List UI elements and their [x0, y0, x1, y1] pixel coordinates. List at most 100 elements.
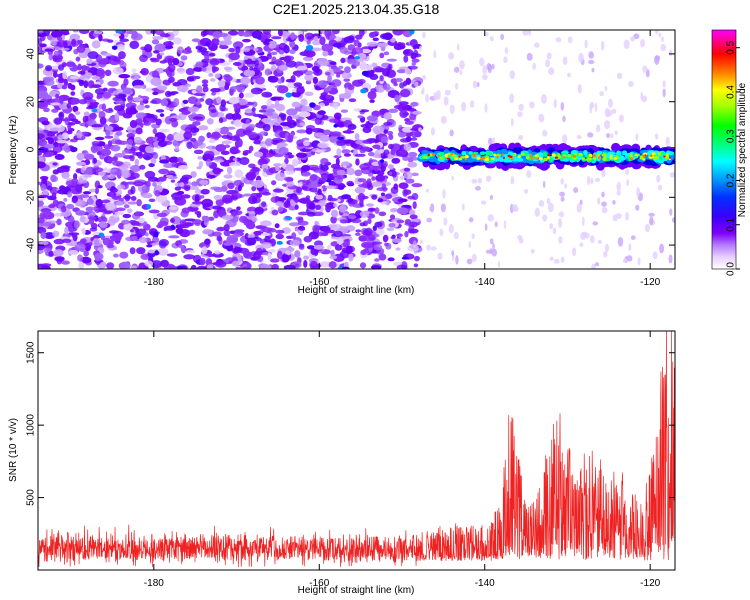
heatmap-cell — [221, 140, 232, 145]
heatmap-cell — [262, 123, 271, 132]
heatmap-cell — [154, 190, 161, 197]
heatmap-cell — [110, 144, 121, 152]
heatmap-cell — [97, 216, 108, 224]
heatmap-cell — [635, 133, 639, 141]
heatmap-cell — [333, 112, 342, 120]
heatmap-cell — [493, 153, 497, 157]
heatmap-cell — [558, 218, 563, 228]
heatmap-cell — [69, 75, 81, 80]
heatmap-cell — [146, 204, 152, 210]
heatmap-cell — [461, 101, 467, 112]
heatmap-cell — [597, 239, 602, 245]
heatmap-cell — [318, 231, 324, 237]
heatmap-cell — [668, 254, 673, 264]
heatmap-cell — [336, 175, 346, 180]
heatmap-cell — [227, 182, 235, 190]
heatmap-cell — [342, 92, 352, 99]
heatmap-cell — [115, 207, 126, 212]
heatmap-cell — [656, 175, 661, 183]
heatmap-cell — [459, 70, 463, 76]
heatmap-cell — [448, 224, 454, 234]
heatmap-cell — [663, 155, 666, 158]
heatmap-cell — [520, 152, 526, 156]
heatmap-cell — [311, 47, 322, 52]
heatmap-cell — [185, 68, 195, 76]
heatmap-cell — [383, 112, 392, 120]
heatmap-cell — [380, 192, 386, 197]
heatmap-cell — [479, 57, 485, 67]
heatmap-cell — [589, 235, 595, 244]
heatmap-cell — [405, 77, 412, 86]
heatmap-cell — [591, 67, 595, 73]
heatmap-cell — [547, 202, 554, 213]
heatmap-cell — [288, 222, 301, 227]
heatmap-cell — [159, 113, 165, 118]
heatmap-cell — [270, 96, 282, 102]
heatmap-cell — [491, 248, 498, 257]
heatmap-cell — [134, 212, 144, 217]
heatmap-cell — [658, 32, 662, 38]
heatmap-cell — [274, 172, 286, 181]
heatmap-cell — [63, 197, 68, 202]
heatmap-cell — [410, 137, 418, 141]
heatmap-cell — [374, 258, 380, 262]
heatmap-cell — [557, 155, 562, 159]
heatmap-cell — [332, 102, 339, 110]
heatmap-cell — [594, 177, 601, 183]
heatmap-cell — [616, 181, 621, 191]
heatmap-cell — [275, 233, 284, 240]
heatmap-cell — [98, 232, 105, 237]
heatmap-cell — [107, 39, 114, 43]
heatmap-cell — [327, 75, 332, 83]
heatmap-cell — [332, 203, 338, 208]
heatmap-cell — [104, 108, 114, 113]
heatmap-cell — [543, 157, 548, 162]
heatmap-cell — [367, 207, 376, 212]
heatmap-cell — [313, 36, 319, 42]
heatmap-cell — [251, 107, 256, 113]
heatmap-cell — [654, 133, 659, 140]
heatmap-cell — [296, 186, 302, 194]
heatmap-cell — [251, 186, 257, 192]
heatmap-cell — [388, 134, 394, 140]
heatmap-cell — [369, 99, 375, 104]
heatmap-cell — [285, 177, 294, 183]
heatmap-cell — [426, 217, 433, 223]
heatmap-cell — [518, 103, 524, 111]
heatmap-cell — [241, 38, 251, 43]
heatmap-cell — [153, 211, 160, 219]
heatmap-cell — [61, 238, 72, 244]
heatmap-cell — [210, 87, 221, 93]
heatmap-cell — [248, 195, 258, 205]
heatmap-cell — [173, 132, 185, 142]
heatmap-cell — [281, 161, 287, 169]
heatmap-cell — [361, 70, 369, 77]
heatmap-cell — [254, 59, 259, 68]
heatmap-cell — [166, 133, 174, 141]
heatmap-cell — [591, 263, 596, 269]
heatmap-cell — [93, 167, 104, 173]
heatmap-cell — [210, 108, 217, 113]
heatmap-cell — [129, 229, 135, 233]
heatmap-cell — [60, 165, 71, 170]
heatmap-cell — [231, 195, 239, 201]
heatmap-cell — [258, 157, 271, 164]
heatmap-cell — [169, 265, 178, 269]
heatmap-cell — [348, 98, 357, 103]
heatmap-cell — [224, 39, 233, 46]
heatmap-cell — [357, 183, 370, 188]
heatmap-cell — [480, 157, 483, 161]
heatmap-cell — [464, 155, 469, 159]
heatmap-cell — [91, 40, 101, 49]
snr-y-label: SNR (10 * v/v) — [8, 418, 19, 482]
heatmap-cell — [630, 36, 635, 42]
heatmap-cell — [172, 82, 182, 87]
heatmap-cell — [129, 120, 138, 129]
heatmap-cell — [297, 198, 310, 204]
heatmap-cell — [439, 228, 444, 237]
heatmap-cell — [94, 136, 105, 141]
heatmap-cell — [130, 185, 136, 195]
heatmap-cell — [409, 113, 417, 121]
heatmap-cell — [296, 65, 308, 71]
heatmap-cell — [549, 157, 554, 163]
